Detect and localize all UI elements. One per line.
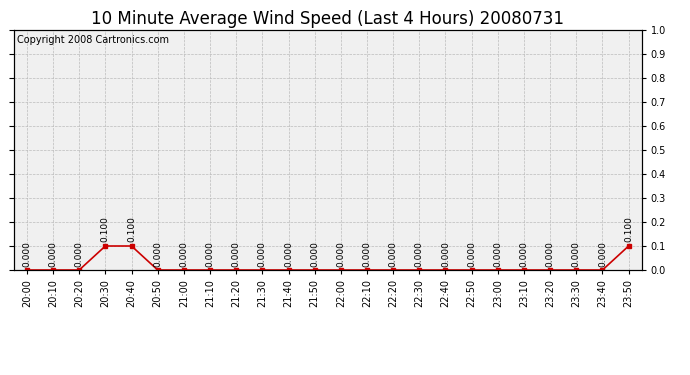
Text: 0.000: 0.000: [22, 242, 31, 267]
Text: 0.000: 0.000: [520, 242, 529, 267]
Text: 0.000: 0.000: [493, 242, 502, 267]
Text: 0.000: 0.000: [179, 242, 188, 267]
Text: 0.000: 0.000: [232, 242, 241, 267]
Text: 0.000: 0.000: [75, 242, 83, 267]
Text: 0.000: 0.000: [388, 242, 397, 267]
Text: 0.000: 0.000: [415, 242, 424, 267]
Text: 0.000: 0.000: [441, 242, 450, 267]
Text: 0.000: 0.000: [546, 242, 555, 267]
Text: 0.000: 0.000: [284, 242, 293, 267]
Text: 0.000: 0.000: [362, 242, 371, 267]
Text: 0.100: 0.100: [127, 216, 136, 242]
Text: 0.000: 0.000: [310, 242, 319, 267]
Text: 0.000: 0.000: [467, 242, 476, 267]
Text: 0.000: 0.000: [572, 242, 581, 267]
Text: 0.000: 0.000: [48, 242, 57, 267]
Text: 0.000: 0.000: [153, 242, 162, 267]
Text: 0.000: 0.000: [598, 242, 607, 267]
Text: 0.100: 0.100: [624, 216, 633, 242]
Text: 0.000: 0.000: [206, 242, 215, 267]
Text: 0.000: 0.000: [258, 242, 267, 267]
Text: 0.100: 0.100: [101, 216, 110, 242]
Title: 10 Minute Average Wind Speed (Last 4 Hours) 20080731: 10 Minute Average Wind Speed (Last 4 Hou…: [91, 10, 564, 28]
Text: 0.000: 0.000: [336, 242, 345, 267]
Text: Copyright 2008 Cartronics.com: Copyright 2008 Cartronics.com: [17, 35, 169, 45]
